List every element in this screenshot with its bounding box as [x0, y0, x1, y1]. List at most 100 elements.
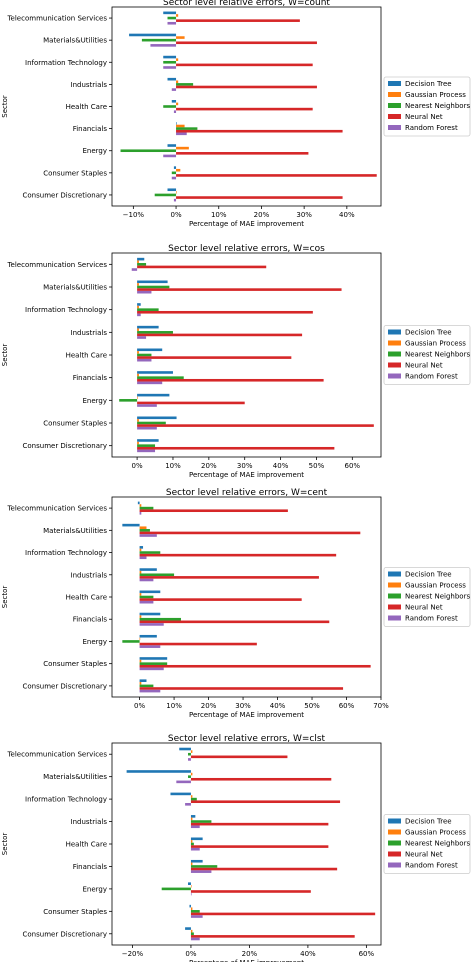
- bar-gaussian-process-consumer-discretionary: [137, 441, 139, 445]
- legend-swatch-gaussian-process: [388, 829, 401, 835]
- x-tick-label: 40%: [300, 950, 316, 958]
- bar-nearest-neighbors-industrials: [137, 331, 173, 334]
- x-axis-label: Percentage of MAE improvement: [189, 220, 304, 228]
- bar-gaussian-process-health-care: [139, 593, 142, 596]
- x-tick-label: 40%: [273, 462, 289, 470]
- bar-neural-net-financials: [190, 867, 338, 871]
- x-axis-label: Percentage of MAE improvement: [189, 711, 304, 719]
- chart-title: Sector level relative errors, W=clst: [168, 734, 326, 744]
- bar-decision-tree-materials-utilities: [137, 280, 168, 284]
- bar-decision-tree-energy: [188, 882, 191, 885]
- bar-decision-tree-consumer-staples: [189, 904, 191, 908]
- legend-swatch-random-forest: [388, 862, 401, 868]
- bar-decision-tree-financials: [176, 122, 177, 125]
- bar-neural-net-consumer-discretionary: [137, 446, 335, 450]
- bar-decision-tree-information-technology: [137, 303, 141, 306]
- bar-gaussian-process-consumer-discretionary: [139, 681, 142, 685]
- y-tick-label: Consumer Staples: [43, 660, 107, 668]
- y-tick-label: Telecommunication Services: [6, 751, 107, 759]
- bar-nearest-neighbors-industrials: [190, 820, 212, 823]
- bar-gaussian-process-telecommunication-services: [190, 750, 193, 753]
- chart-title: Sector level relative errors, W=cent: [166, 488, 328, 498]
- x-tick-label: 10%: [211, 211, 227, 219]
- bar-gaussian-process-information-technology: [139, 548, 142, 552]
- bar-nearest-neighbors-industrials: [176, 83, 194, 86]
- bar-neural-net-industrials: [190, 822, 329, 826]
- legend-label-decision-tree: Decision Tree: [405, 329, 452, 337]
- legend-swatch-neural-net: [388, 362, 401, 368]
- bar-nearest-neighbors-materials-utilities: [139, 529, 150, 532]
- y-tick-label: Telecommunication Services: [6, 15, 107, 23]
- bar-neural-net-financials: [137, 378, 324, 382]
- bar-decision-tree-industrials: [190, 815, 196, 818]
- bar-nearest-neighbors-information-technology: [190, 797, 197, 801]
- bar-nearest-neighbors-telecommunication-services: [188, 752, 191, 756]
- bar-gaussian-process-energy: [137, 396, 138, 400]
- bar-gaussian-process-industrials: [137, 328, 139, 332]
- y-tick-label: Financials: [73, 863, 108, 871]
- bar-gaussian-process-energy: [139, 637, 141, 641]
- y-tick-label: Industrials: [71, 571, 108, 579]
- bar-decision-tree-energy: [167, 144, 177, 147]
- legend-label-random-forest: Random Forest: [405, 615, 458, 623]
- x-tick-label: 30%: [235, 702, 251, 710]
- bars: [120, 11, 377, 202]
- legend-label-gaussian-process: Gaussian Process: [405, 340, 466, 348]
- x-tick-label: 50%: [309, 462, 325, 470]
- bar-nearest-neighbors-consumer-staples: [171, 171, 177, 175]
- bar-random-forest-energy: [190, 892, 192, 896]
- y-tick-label: Materials&Utilities: [43, 284, 107, 292]
- y-axis-label: Sector: [1, 344, 9, 367]
- bar-random-forest-consumer-staples: [137, 426, 157, 430]
- bar-neural-net-industrials: [137, 333, 303, 337]
- bar-gaussian-process-consumer-discretionary: [190, 929, 193, 933]
- bar-decision-tree-health-care: [139, 590, 161, 594]
- bar-decision-tree-materials-utilities: [122, 523, 140, 527]
- legend-swatch-neural-net: [388, 604, 401, 610]
- legend-swatch-decision-tree: [388, 81, 401, 86]
- bar-gaussian-process-consumer-staples: [139, 659, 142, 663]
- bar-random-forest-information-technology: [163, 66, 177, 69]
- bar-random-forest-consumer-discretionary: [190, 937, 200, 941]
- x-tick-label: 30%: [237, 462, 253, 470]
- legend-swatch-nearest-neighbors: [388, 351, 401, 357]
- bar-gaussian-process-consumer-staples: [190, 907, 193, 911]
- bars: [119, 257, 374, 453]
- bar-random-forest-financials: [190, 870, 212, 873]
- y-tick-label: Energy: [82, 147, 107, 155]
- legend-label-random-forest: Random Forest: [405, 373, 458, 381]
- bar-neural-net-energy: [139, 642, 257, 646]
- bar-gaussian-process-health-care: [137, 351, 139, 354]
- bar-random-forest-consumer-discretionary: [173, 198, 177, 202]
- bar-gaussian-process-health-care: [190, 840, 193, 843]
- x-tick-label: 50%: [304, 702, 320, 710]
- bar-nearest-neighbors-energy: [122, 640, 140, 643]
- bar-nearest-neighbors-consumer-discretionary: [137, 444, 156, 447]
- y-tick-label: Energy: [82, 638, 107, 646]
- legend-label-nearest-neighbors: Nearest Neighbors: [405, 593, 470, 601]
- x-tick-label: 0%: [170, 211, 181, 219]
- bar-nearest-neighbors-telecommunication-services: [167, 16, 177, 20]
- legend-label-decision-tree: Decision Tree: [405, 80, 452, 88]
- y-tick-label: Consumer Staples: [43, 169, 107, 177]
- bar-decision-tree-consumer-staples: [173, 166, 177, 169]
- bar-gaussian-process-financials: [176, 124, 185, 128]
- bar-decision-tree-health-care: [171, 100, 177, 103]
- bar-gaussian-process-telecommunication-services: [176, 14, 179, 17]
- bar-nearest-neighbors-information-technology: [139, 551, 161, 554]
- bar-neural-net-energy: [176, 152, 309, 155]
- bar-random-forest-materials-utilities: [176, 780, 191, 784]
- legend-box: [383, 567, 471, 627]
- legend-label-neural-net: Neural Net: [405, 362, 443, 370]
- legend-label-nearest-neighbors: Nearest Neighbors: [405, 102, 470, 110]
- bar-random-forest-industrials: [139, 578, 154, 582]
- bar-random-forest-consumer-staples: [171, 176, 177, 180]
- y-tick-label: Industrials: [71, 818, 108, 826]
- x-tick-label: 10%: [166, 702, 182, 710]
- bar-random-forest-health-care: [139, 600, 154, 604]
- bar-neural-net-energy: [190, 890, 311, 893]
- bar-random-forest-materials-utilities: [137, 290, 152, 294]
- y-tick-label: Telecommunication Services: [6, 505, 107, 513]
- y-tick-label: Financials: [73, 616, 108, 624]
- legend-swatch-nearest-neighbors: [388, 103, 401, 108]
